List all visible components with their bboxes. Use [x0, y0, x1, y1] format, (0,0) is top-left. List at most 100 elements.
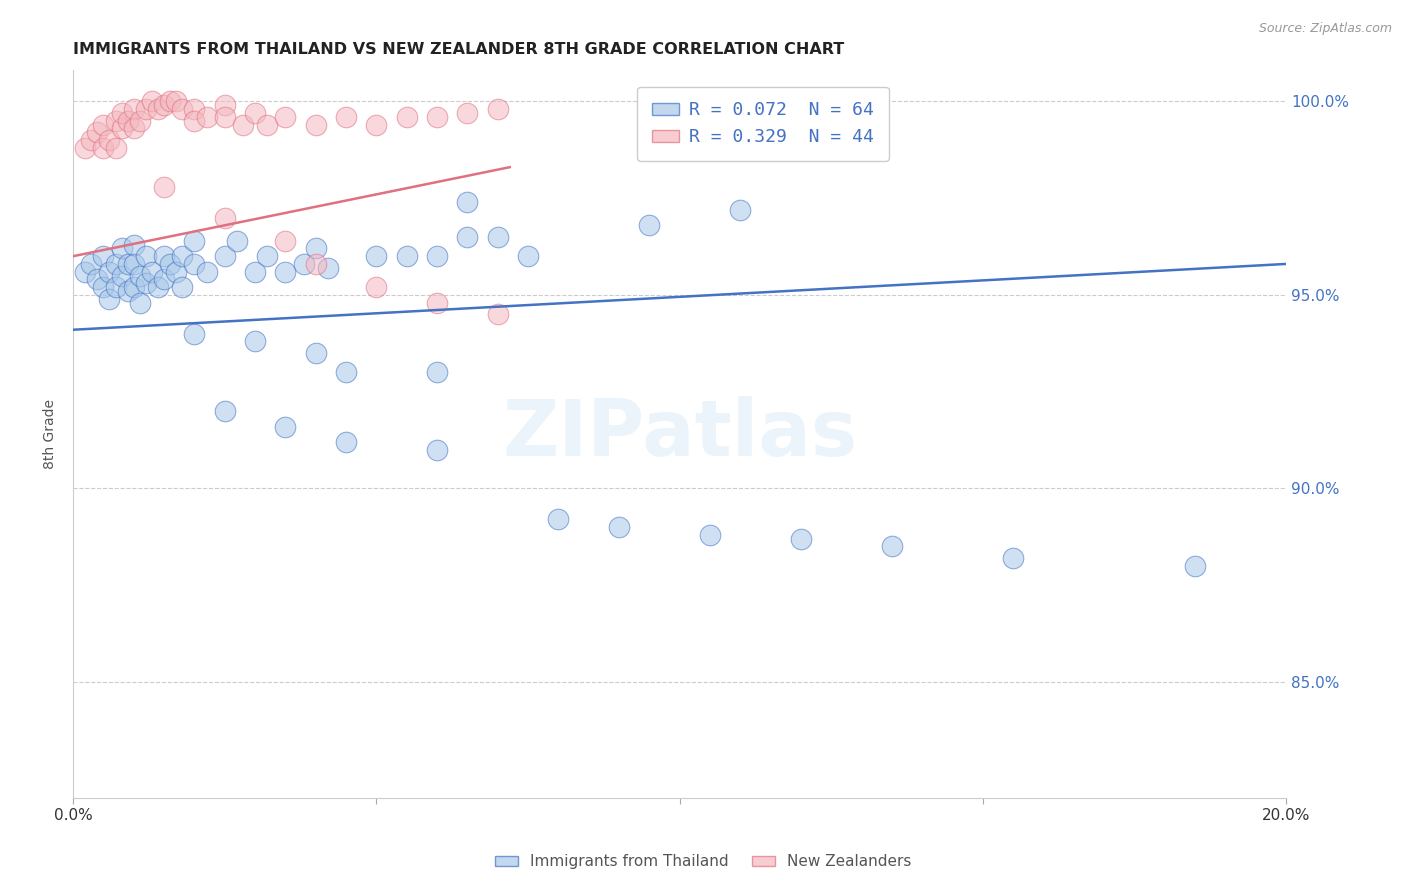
Point	[195, 265, 218, 279]
Point	[395, 249, 418, 263]
Point	[104, 257, 127, 271]
Point	[110, 242, 132, 256]
Point	[607, 520, 630, 534]
Point	[366, 249, 388, 263]
Point	[366, 280, 388, 294]
Point	[110, 106, 132, 120]
Point	[305, 346, 328, 360]
Point	[456, 230, 478, 244]
Point	[122, 237, 145, 252]
Point	[232, 118, 254, 132]
Point	[117, 257, 139, 271]
Point	[1184, 558, 1206, 573]
Point	[80, 257, 103, 271]
Point	[426, 365, 449, 379]
Point	[195, 110, 218, 124]
Point	[274, 110, 297, 124]
Point	[93, 118, 115, 132]
Point	[880, 540, 903, 554]
Legend: Immigrants from Thailand, New Zealanders: Immigrants from Thailand, New Zealanders	[489, 848, 917, 875]
Text: Source: ZipAtlas.com: Source: ZipAtlas.com	[1258, 22, 1392, 36]
Point	[274, 234, 297, 248]
Point	[135, 249, 157, 263]
Point	[486, 230, 509, 244]
Point	[128, 268, 150, 283]
Point	[104, 280, 127, 294]
Point	[159, 257, 181, 271]
Point	[790, 532, 813, 546]
Point	[243, 334, 266, 349]
Point	[98, 265, 121, 279]
Point	[110, 268, 132, 283]
Point	[93, 249, 115, 263]
Point	[243, 106, 266, 120]
Point	[172, 249, 194, 263]
Point	[146, 102, 169, 116]
Point	[153, 98, 176, 112]
Point	[225, 234, 247, 248]
Point	[104, 141, 127, 155]
Text: IMMIGRANTS FROM THAILAND VS NEW ZEALANDER 8TH GRADE CORRELATION CHART: IMMIGRANTS FROM THAILAND VS NEW ZEALANDE…	[73, 42, 845, 57]
Point	[335, 365, 357, 379]
Point	[165, 95, 187, 109]
Point	[141, 95, 163, 109]
Point	[98, 292, 121, 306]
Legend: R = 0.072  N = 64, R = 0.329  N = 44: R = 0.072 N = 64, R = 0.329 N = 44	[637, 87, 889, 161]
Point	[274, 419, 297, 434]
Point	[93, 280, 115, 294]
Point	[117, 284, 139, 298]
Point	[183, 113, 205, 128]
Point	[214, 110, 236, 124]
Point	[122, 257, 145, 271]
Point	[335, 434, 357, 449]
Point	[122, 280, 145, 294]
Point	[486, 102, 509, 116]
Point	[305, 118, 328, 132]
Point	[183, 102, 205, 116]
Point	[172, 280, 194, 294]
Point	[117, 113, 139, 128]
Point	[395, 110, 418, 124]
Point	[256, 118, 278, 132]
Point	[75, 141, 97, 155]
Point	[128, 113, 150, 128]
Point	[153, 272, 176, 286]
Point	[98, 133, 121, 147]
Point	[456, 106, 478, 120]
Point	[75, 265, 97, 279]
Point	[183, 234, 205, 248]
Point	[165, 265, 187, 279]
Point	[183, 326, 205, 341]
Point	[153, 179, 176, 194]
Point	[256, 249, 278, 263]
Point	[243, 265, 266, 279]
Point	[292, 257, 315, 271]
Point	[214, 211, 236, 225]
Point	[335, 110, 357, 124]
Point	[122, 102, 145, 116]
Point	[135, 277, 157, 291]
Point	[728, 202, 751, 217]
Point	[141, 265, 163, 279]
Point	[86, 272, 108, 286]
Point	[426, 295, 449, 310]
Point	[426, 249, 449, 263]
Point	[128, 295, 150, 310]
Point	[86, 125, 108, 139]
Point	[146, 280, 169, 294]
Point	[426, 442, 449, 457]
Point	[305, 257, 328, 271]
Point	[638, 219, 661, 233]
Point	[426, 110, 449, 124]
Point	[274, 265, 297, 279]
Point	[516, 249, 538, 263]
Point	[110, 121, 132, 136]
Point	[122, 121, 145, 136]
Point	[214, 98, 236, 112]
Point	[699, 528, 721, 542]
Point	[366, 118, 388, 132]
Point	[104, 113, 127, 128]
Point	[135, 102, 157, 116]
Text: ZIPatlas: ZIPatlas	[502, 396, 858, 472]
Point	[214, 249, 236, 263]
